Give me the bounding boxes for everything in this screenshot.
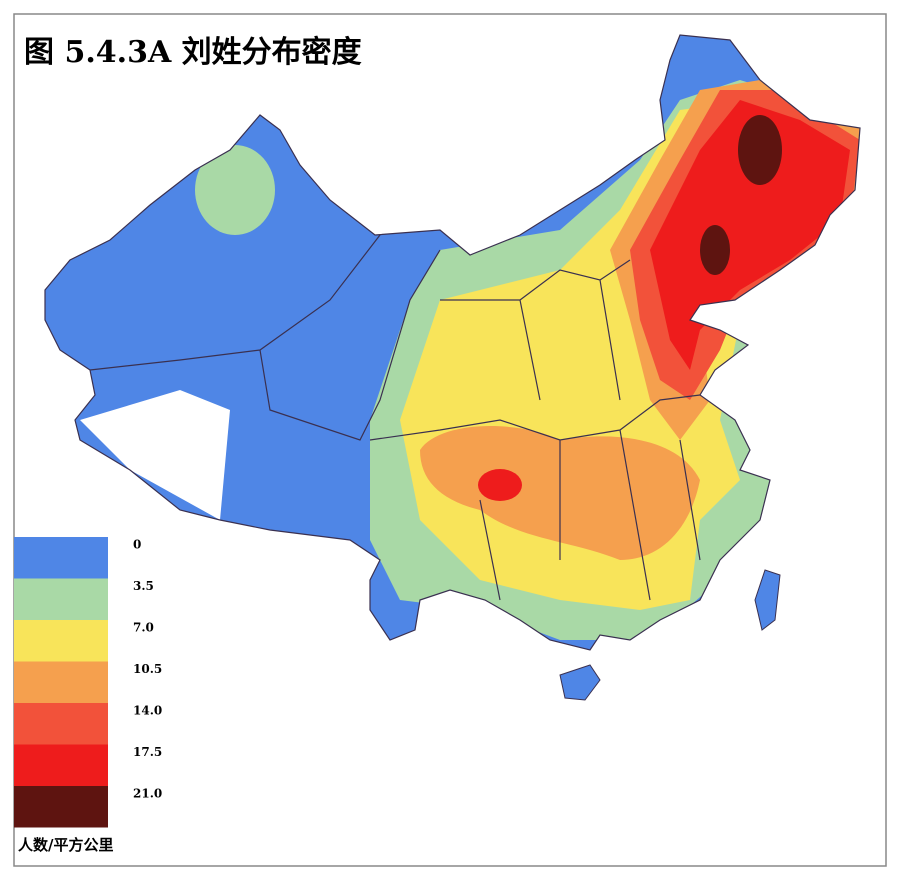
legend-label: 3.5	[133, 579, 154, 593]
legend-swatch	[14, 744, 108, 786]
legend: 0 3.5 7.0 10.5 14.0 17.5 21.0	[14, 537, 162, 828]
legend-label: 17.5	[133, 745, 162, 759]
legend-swatch	[14, 537, 108, 579]
legend-label: 14.0	[133, 704, 162, 718]
country-outline	[44, 34, 861, 651]
province-borders	[89, 234, 701, 601]
legend-swatch	[14, 661, 108, 703]
legend-label: 0	[133, 538, 141, 552]
legend-label: 21.0	[133, 787, 162, 801]
legend-swatch	[14, 786, 108, 828]
legend-label: 10.5	[133, 662, 162, 676]
taiwan	[754, 569, 781, 631]
map-title: 图 5.4.3A 刘姓分布密度	[24, 35, 362, 70]
hainan	[559, 664, 601, 701]
legend-unit: 人数/平方公里	[18, 836, 113, 854]
legend-label: 7.0	[133, 621, 154, 635]
legend-swatch	[14, 620, 108, 662]
legend-swatch	[14, 578, 108, 620]
legend-swatch	[14, 703, 108, 745]
